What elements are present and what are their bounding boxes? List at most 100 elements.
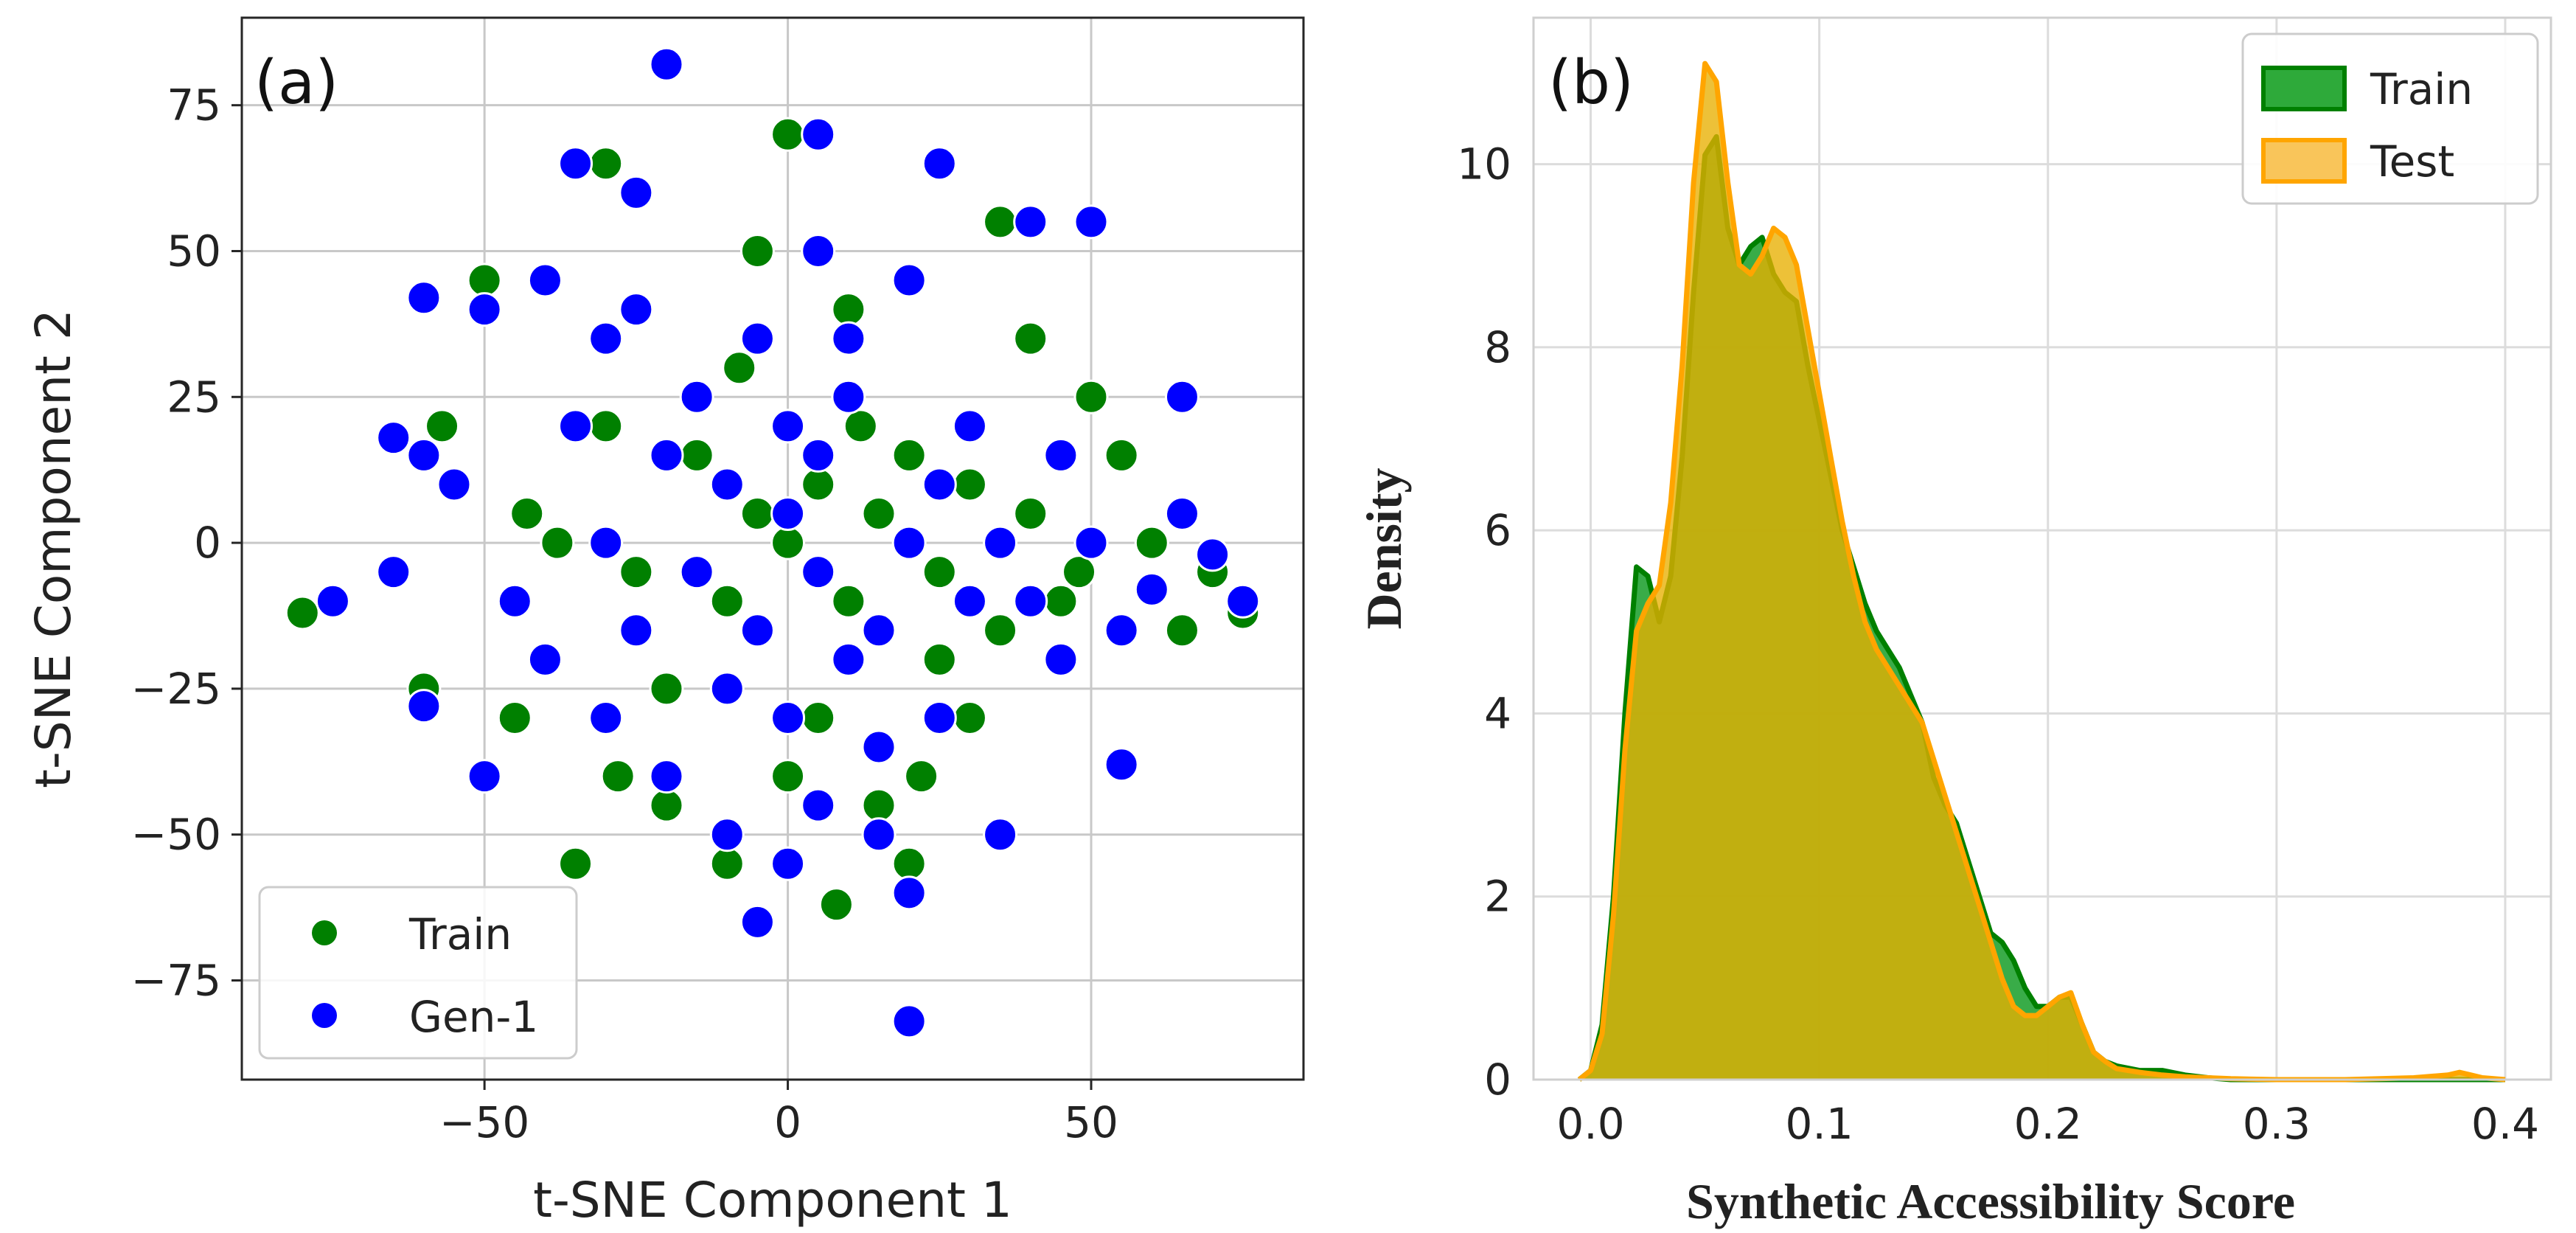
scatter-point-train bbox=[1134, 525, 1169, 560]
scatter-point-gen-1 bbox=[770, 700, 806, 735]
panel-b-y-tick-label: 2 bbox=[1484, 872, 1511, 922]
scatter-point-gen-1 bbox=[1104, 613, 1139, 648]
scatter-point-gen-1 bbox=[649, 759, 684, 794]
legend-b-test-label: Test bbox=[2370, 136, 2454, 187]
panel-b-label: (b) bbox=[1548, 48, 1634, 118]
scatter-point-gen-1 bbox=[527, 263, 563, 298]
scatter-point-train bbox=[818, 887, 854, 923]
scatter-point-train bbox=[983, 204, 1018, 240]
panel-b-y-tick-label: 6 bbox=[1484, 505, 1511, 555]
scatter-point-gen-1 bbox=[922, 467, 957, 502]
scatter-point-gen-1 bbox=[952, 583, 987, 619]
panel-b-x-tick-label: 0.3 bbox=[2243, 1099, 2311, 1149]
panel-a-series-gen-1 bbox=[315, 46, 1261, 1039]
legend-train-swatch bbox=[2261, 66, 2347, 111]
scatter-point-gen-1 bbox=[406, 689, 442, 724]
panel-b-x-tick-label: 0.4 bbox=[2471, 1099, 2539, 1149]
panel-a-x-tick-label: 50 bbox=[1064, 1097, 1118, 1147]
panel-a-legend: Train Gen-1 bbox=[258, 886, 578, 1060]
scatter-point-gen-1 bbox=[891, 263, 927, 298]
scatter-point-train bbox=[722, 350, 757, 386]
scatter-point-train bbox=[1164, 613, 1200, 648]
scatter-point-gen-1 bbox=[315, 583, 350, 619]
panel-a-points bbox=[285, 46, 1261, 1039]
scatter-point-gen-1 bbox=[801, 555, 836, 590]
scatter-point-train bbox=[467, 263, 502, 298]
scatter-point-gen-1 bbox=[983, 817, 1018, 852]
scatter-point-gen-1 bbox=[831, 321, 866, 356]
scatter-point-train bbox=[1073, 379, 1109, 414]
scatter-point-train bbox=[952, 467, 987, 502]
panel-a-y-axis-label: t-SNE Component 2 bbox=[25, 309, 82, 788]
panel-a-x-ticks: −50 0 50 bbox=[439, 1080, 1118, 1147]
panel-a-label: (a) bbox=[254, 48, 338, 118]
scatter-point-gen-1 bbox=[861, 613, 897, 648]
panel-a-y-tick-label: 75 bbox=[167, 80, 221, 131]
panel-a-x-tick-label: 0 bbox=[774, 1097, 801, 1147]
scatter-point-gen-1 bbox=[801, 788, 836, 823]
panel-a-y-ticks: −75 −50 −25 0 25 50 75 bbox=[131, 80, 242, 1005]
scatter-point-train bbox=[1013, 496, 1048, 532]
legend-b-train-label: Train bbox=[2370, 64, 2473, 114]
scatter-point-gen-1 bbox=[1043, 642, 1079, 677]
scatter-point-gen-1 bbox=[1134, 572, 1169, 607]
scatter-point-gen-1 bbox=[619, 613, 654, 648]
scatter-point-gen-1 bbox=[922, 146, 957, 181]
scatter-point-train bbox=[739, 233, 775, 268]
scatter-point-train bbox=[770, 117, 806, 152]
panel-a-y-tick-label: −25 bbox=[131, 664, 221, 714]
scatter-point-gen-1 bbox=[588, 700, 624, 735]
panel-b-x-tick-label: 0.1 bbox=[1786, 1099, 1853, 1149]
scatter-point-gen-1 bbox=[527, 642, 563, 677]
scatter-point-train bbox=[509, 496, 545, 532]
scatter-point-train bbox=[843, 409, 878, 444]
panel-b: 0.0 0.1 0.2 0.3 0.4 0 2 4 6 8 10 (b) Synthetic Ac… bbox=[1356, 16, 2552, 1229]
panel-a-y-tick-label: 50 bbox=[167, 226, 221, 276]
legend-train-marker bbox=[312, 920, 337, 945]
scatter-point-gen-1 bbox=[709, 817, 745, 852]
scatter-point-train bbox=[588, 146, 624, 181]
scatter-point-gen-1 bbox=[831, 379, 866, 414]
scatter-point-gen-1 bbox=[467, 759, 502, 794]
scatter-point-train bbox=[922, 642, 957, 677]
panel-b-legend: Train Test bbox=[2241, 32, 2539, 205]
scatter-point-gen-1 bbox=[1104, 747, 1139, 782]
scatter-point-train bbox=[558, 846, 593, 881]
scatter-point-train bbox=[861, 496, 897, 532]
scatter-point-gen-1 bbox=[1164, 379, 1200, 414]
scatter-point-gen-1 bbox=[739, 613, 775, 648]
scatter-point-gen-1 bbox=[406, 437, 442, 473]
scatter-point-train bbox=[831, 292, 866, 327]
scatter-point-train bbox=[770, 759, 806, 794]
scatter-point-gen-1 bbox=[709, 467, 745, 502]
panel-a: −50 0 50 −75 −50 −25 0 25 50 75 (a) t-SNE Compon… bbox=[25, 16, 1305, 1229]
scatter-point-train bbox=[891, 846, 927, 881]
scatter-point-train bbox=[922, 555, 957, 590]
scatter-point-train bbox=[679, 437, 714, 473]
panel-b-frame bbox=[1532, 16, 2552, 1081]
panel-b-y-tick-label: 8 bbox=[1484, 322, 1511, 372]
scatter-point-gen-1 bbox=[1073, 204, 1109, 240]
scatter-point-train bbox=[904, 759, 939, 794]
scatter-point-train bbox=[649, 788, 684, 823]
scatter-point-gen-1 bbox=[922, 700, 957, 735]
scatter-point-gen-1 bbox=[406, 280, 442, 316]
scatter-point-train bbox=[619, 555, 654, 590]
scatter-point-gen-1 bbox=[770, 846, 806, 881]
scatter-point-gen-1 bbox=[376, 420, 411, 456]
panel-b-y-tick-label: 4 bbox=[1484, 688, 1511, 738]
scatter-point-gen-1 bbox=[1164, 496, 1200, 532]
scatter-point-gen-1 bbox=[891, 525, 927, 560]
legend-test-swatch bbox=[2261, 138, 2347, 184]
scatter-point-train bbox=[425, 409, 460, 444]
scatter-point-train bbox=[1043, 583, 1079, 619]
scatter-point-train bbox=[861, 788, 897, 823]
scatter-point-gen-1 bbox=[739, 904, 775, 939]
scatter-point-gen-1 bbox=[1195, 537, 1230, 572]
scatter-point-train bbox=[709, 583, 745, 619]
scatter-point-train bbox=[983, 613, 1018, 648]
legend-gen1-marker bbox=[312, 1003, 337, 1028]
scatter-point-gen-1 bbox=[891, 875, 927, 911]
scatter-point-gen-1 bbox=[770, 496, 806, 532]
panel-a-y-tick-label: 0 bbox=[194, 518, 221, 568]
